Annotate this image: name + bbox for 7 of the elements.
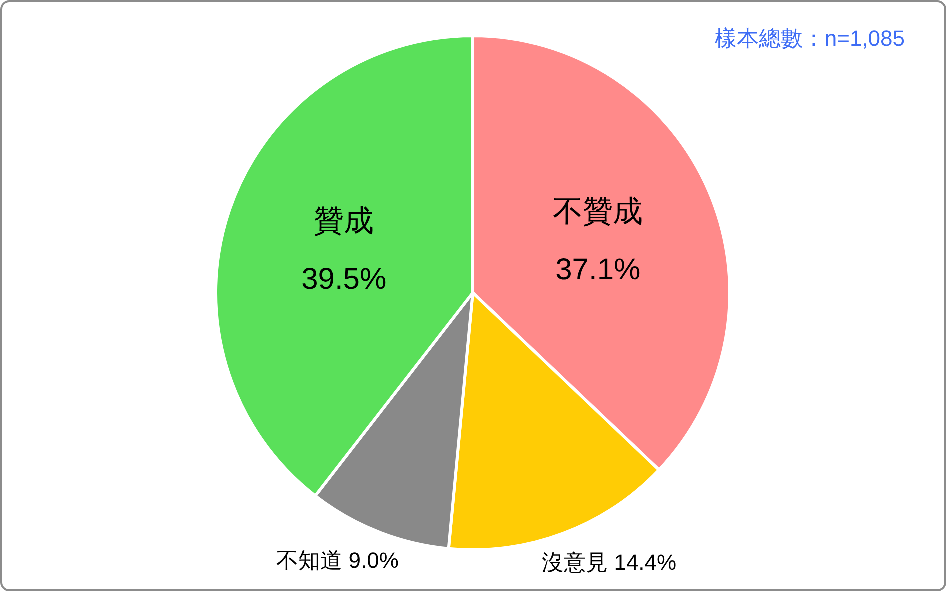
slice-label: 沒意見 14.4% <box>542 550 677 575</box>
text: 樣本總數：n=1,085 <box>714 26 905 51</box>
slice-label: 贊成 <box>314 204 374 238</box>
slice-label: 不知道 9.0% <box>276 548 399 573</box>
data-label: 37.1% <box>556 253 641 286</box>
slice-label: 不贊成 <box>553 195 644 228</box>
data-label: 39.5% <box>302 262 387 296</box>
